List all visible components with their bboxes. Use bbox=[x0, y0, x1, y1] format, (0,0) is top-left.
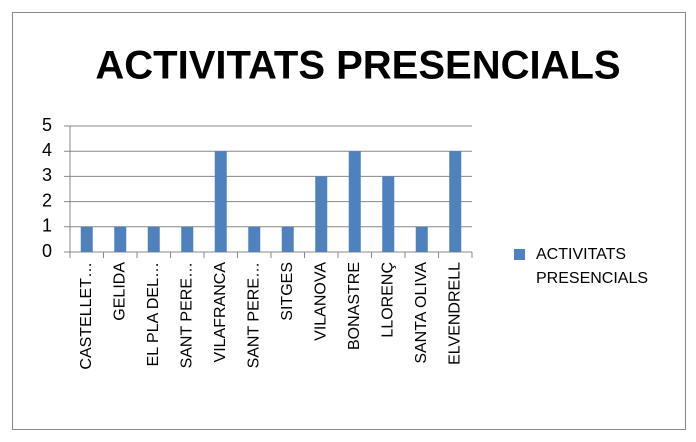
y-tick-label: 0 bbox=[42, 241, 52, 261]
x-tick-label: VILANOVA bbox=[312, 262, 329, 341]
x-tick-label: EL PLA DEL… bbox=[145, 262, 162, 366]
x-tick-label: BONASTRE bbox=[346, 262, 363, 350]
bar bbox=[214, 151, 227, 252]
legend-label: ACTIVITATS PRESENCIALS bbox=[536, 246, 649, 287]
x-tick-label: ELVENDRELL bbox=[446, 262, 463, 365]
bar bbox=[348, 151, 361, 252]
x-tick-label: SANT PERE… bbox=[178, 262, 195, 368]
bar bbox=[147, 226, 160, 252]
bar bbox=[181, 226, 194, 252]
legend-swatch bbox=[514, 249, 525, 260]
bar bbox=[248, 226, 261, 252]
x-tick-label: LLORENÇ bbox=[379, 262, 396, 338]
x-tick-label: GELIDA bbox=[111, 262, 128, 321]
y-tick-label: 4 bbox=[42, 140, 52, 160]
y-tick-label: 5 bbox=[42, 115, 52, 135]
bar bbox=[382, 176, 395, 252]
y-tick-label: 2 bbox=[42, 190, 52, 210]
x-tick-label: CASTELLET… bbox=[78, 262, 95, 370]
bar bbox=[315, 176, 328, 252]
y-tick-label: 3 bbox=[42, 165, 52, 185]
x-tick-label: VILAFRANCA bbox=[212, 262, 229, 363]
bar bbox=[449, 151, 462, 252]
x-tick-label: SANT PERE… bbox=[245, 262, 262, 368]
x-tick-label: SANTA OLIVA bbox=[413, 262, 430, 364]
chart-title: ACTIVITATS PRESENCIALS bbox=[95, 44, 620, 88]
bar bbox=[415, 226, 428, 252]
x-tick-label: SITGES bbox=[279, 262, 296, 321]
bar bbox=[80, 226, 93, 252]
y-tick-label: 1 bbox=[42, 216, 52, 236]
bar bbox=[281, 226, 294, 252]
bar bbox=[114, 226, 127, 252]
